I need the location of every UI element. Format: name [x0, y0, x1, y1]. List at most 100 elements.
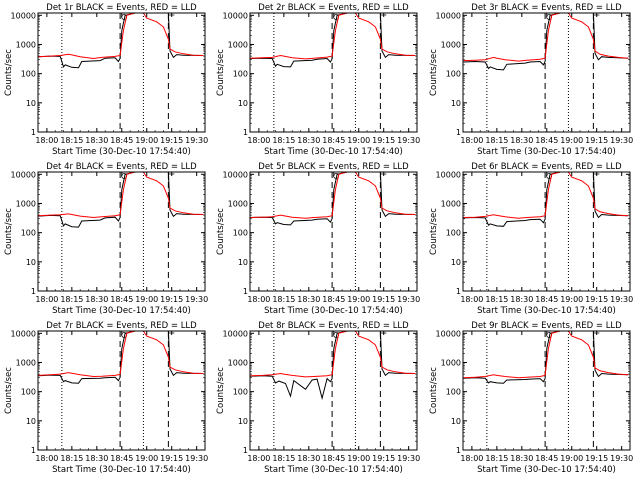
- events-series-line: [250, 331, 416, 401]
- y-tick-label: 1: [31, 128, 36, 137]
- lld-series-line: [250, 331, 416, 378]
- x-axis-title: Start Time (30-Dec-10 17:54:40): [477, 306, 616, 316]
- y-tick-label: 10000: [436, 11, 461, 20]
- detector-panel: Det 7r BLACK = Events, RED = LLD Counts/s…: [4, 321, 208, 475]
- detector-panel: Det 1r BLACK = Events, RED = LLD Counts/s…: [4, 3, 208, 157]
- detector-panel: Det 6r BLACK = Events, RED = LLD Counts/s…: [429, 162, 633, 316]
- series-group: [38, 13, 204, 69]
- x-tick-label: 18:30: [85, 136, 108, 145]
- x-tick-label: 19:15: [160, 136, 183, 145]
- y-axis-title: Counts/sec: [216, 49, 226, 96]
- panel-title: Det 4r BLACK = Events, RED = LLD: [46, 162, 197, 172]
- x-axis-title: Start Time (30-Dec-10 17:54:40): [264, 147, 403, 157]
- y-tick-label: 100: [446, 70, 461, 79]
- plot-frame: [462, 330, 631, 451]
- x-tick-label: 18:30: [297, 136, 320, 145]
- x-tick-label: 18:30: [510, 136, 533, 145]
- x-tick-label: 18:30: [510, 454, 533, 463]
- y-tick-label: 10000: [11, 170, 36, 179]
- y-tick-label: 1: [456, 446, 461, 455]
- y-tick-label: 100: [21, 70, 36, 79]
- lld-series-line: [38, 172, 204, 219]
- x-tick-label: 18:30: [510, 295, 533, 304]
- events-series-line: [463, 172, 629, 227]
- x-tick-label: 19:30: [397, 136, 420, 145]
- x-tick-label: 18:45: [110, 136, 133, 145]
- x-axis-title: Start Time (30-Dec-10 17:54:40): [477, 465, 616, 475]
- x-tick-label: 18:15: [485, 136, 508, 145]
- y-axis-title: Counts/sec: [4, 208, 14, 255]
- plot-frame: [249, 330, 418, 451]
- series-group: [463, 172, 629, 227]
- x-tick-label: 19:00: [560, 295, 583, 304]
- x-axis-title: Start Time (30-Dec-10 17:54:40): [264, 465, 403, 475]
- x-tick-label: 18:45: [535, 295, 558, 304]
- y-tick-label: 100: [233, 229, 248, 238]
- x-tick-label: 19:00: [135, 454, 158, 463]
- panel-title: Det 5r BLACK = Events, RED = LLD: [258, 162, 409, 172]
- y-tick-label: 1: [243, 128, 248, 137]
- x-tick-label: 18:30: [85, 454, 108, 463]
- x-tick-label: 18:00: [460, 295, 483, 304]
- y-tick-label: 10000: [436, 329, 461, 338]
- y-tick-label: 100: [233, 70, 248, 79]
- events-series-line: [38, 13, 204, 69]
- x-tick-label: 19:00: [135, 136, 158, 145]
- x-axis-title: Start Time (30-Dec-10 17:54:40): [477, 147, 616, 157]
- x-tick-label: 19:15: [160, 295, 183, 304]
- y-tick-label: 1000: [16, 40, 36, 49]
- x-tick-label: 18:15: [60, 136, 83, 145]
- y-tick-label: 1: [456, 128, 461, 137]
- x-tick-label: 18:00: [460, 136, 483, 145]
- x-tick-label: 18:45: [322, 454, 345, 463]
- y-tick-label: 1: [243, 287, 248, 296]
- x-tick-label: 18:45: [535, 454, 558, 463]
- y-tick-label: 10000: [11, 329, 36, 338]
- x-tick-label: 19:30: [185, 295, 208, 304]
- x-axis-title: Start Time (30-Dec-10 17:54:40): [52, 306, 191, 316]
- x-axis-title: Start Time (30-Dec-10 17:54:40): [264, 306, 403, 316]
- x-tick-label: 19:30: [610, 454, 633, 463]
- x-tick-label: 19:30: [397, 295, 420, 304]
- series-group: [250, 331, 416, 401]
- x-tick-label: 19:00: [135, 295, 158, 304]
- y-tick-label: 1000: [441, 40, 461, 49]
- y-tick-label: 10: [238, 258, 248, 267]
- y-tick-label: 10: [451, 417, 461, 426]
- y-tick-label: 1: [456, 287, 461, 296]
- x-tick-label: 19:15: [372, 454, 395, 463]
- series-group: [38, 331, 204, 384]
- panel-title: Det 6r BLACK = Events, RED = LLD: [471, 162, 622, 172]
- x-tick-label: 19:30: [397, 454, 420, 463]
- x-axis-title: Start Time (30-Dec-10 17:54:40): [52, 147, 191, 157]
- x-tick-label: 18:30: [297, 295, 320, 304]
- y-tick-label: 10: [451, 99, 461, 108]
- events-series-line: [463, 331, 629, 384]
- lld-series-line: [38, 331, 204, 378]
- x-tick-label: 18:00: [247, 454, 270, 463]
- lld-series-line: [463, 172, 629, 219]
- x-tick-label: 18:15: [485, 454, 508, 463]
- events-series-line: [463, 13, 629, 71]
- x-tick-label: 19:15: [585, 454, 608, 463]
- y-tick-label: 1000: [441, 199, 461, 208]
- y-tick-label: 10000: [223, 11, 248, 20]
- x-tick-label: 18:15: [60, 295, 83, 304]
- x-tick-label: 18:45: [535, 136, 558, 145]
- x-tick-label: 19:15: [372, 295, 395, 304]
- x-tick-label: 19:00: [560, 136, 583, 145]
- x-tick-label: 18:00: [35, 136, 58, 145]
- y-tick-label: 10: [238, 417, 248, 426]
- series-group: [38, 172, 204, 228]
- y-axis-title: Counts/sec: [429, 208, 439, 255]
- y-axis-title: Counts/sec: [216, 367, 226, 414]
- y-tick-label: 1000: [228, 199, 248, 208]
- y-tick-label: 1: [243, 446, 248, 455]
- y-tick-label: 1000: [441, 358, 461, 367]
- x-tick-label: 18:00: [247, 136, 270, 145]
- y-tick-label: 100: [446, 388, 461, 397]
- plot-frame: [249, 12, 418, 133]
- x-tick-label: 19:30: [185, 454, 208, 463]
- panel-title: Det 2r BLACK = Events, RED = LLD: [258, 3, 409, 13]
- detector-panel: Det 8r BLACK = Events, RED = LLD Counts/s…: [216, 321, 420, 475]
